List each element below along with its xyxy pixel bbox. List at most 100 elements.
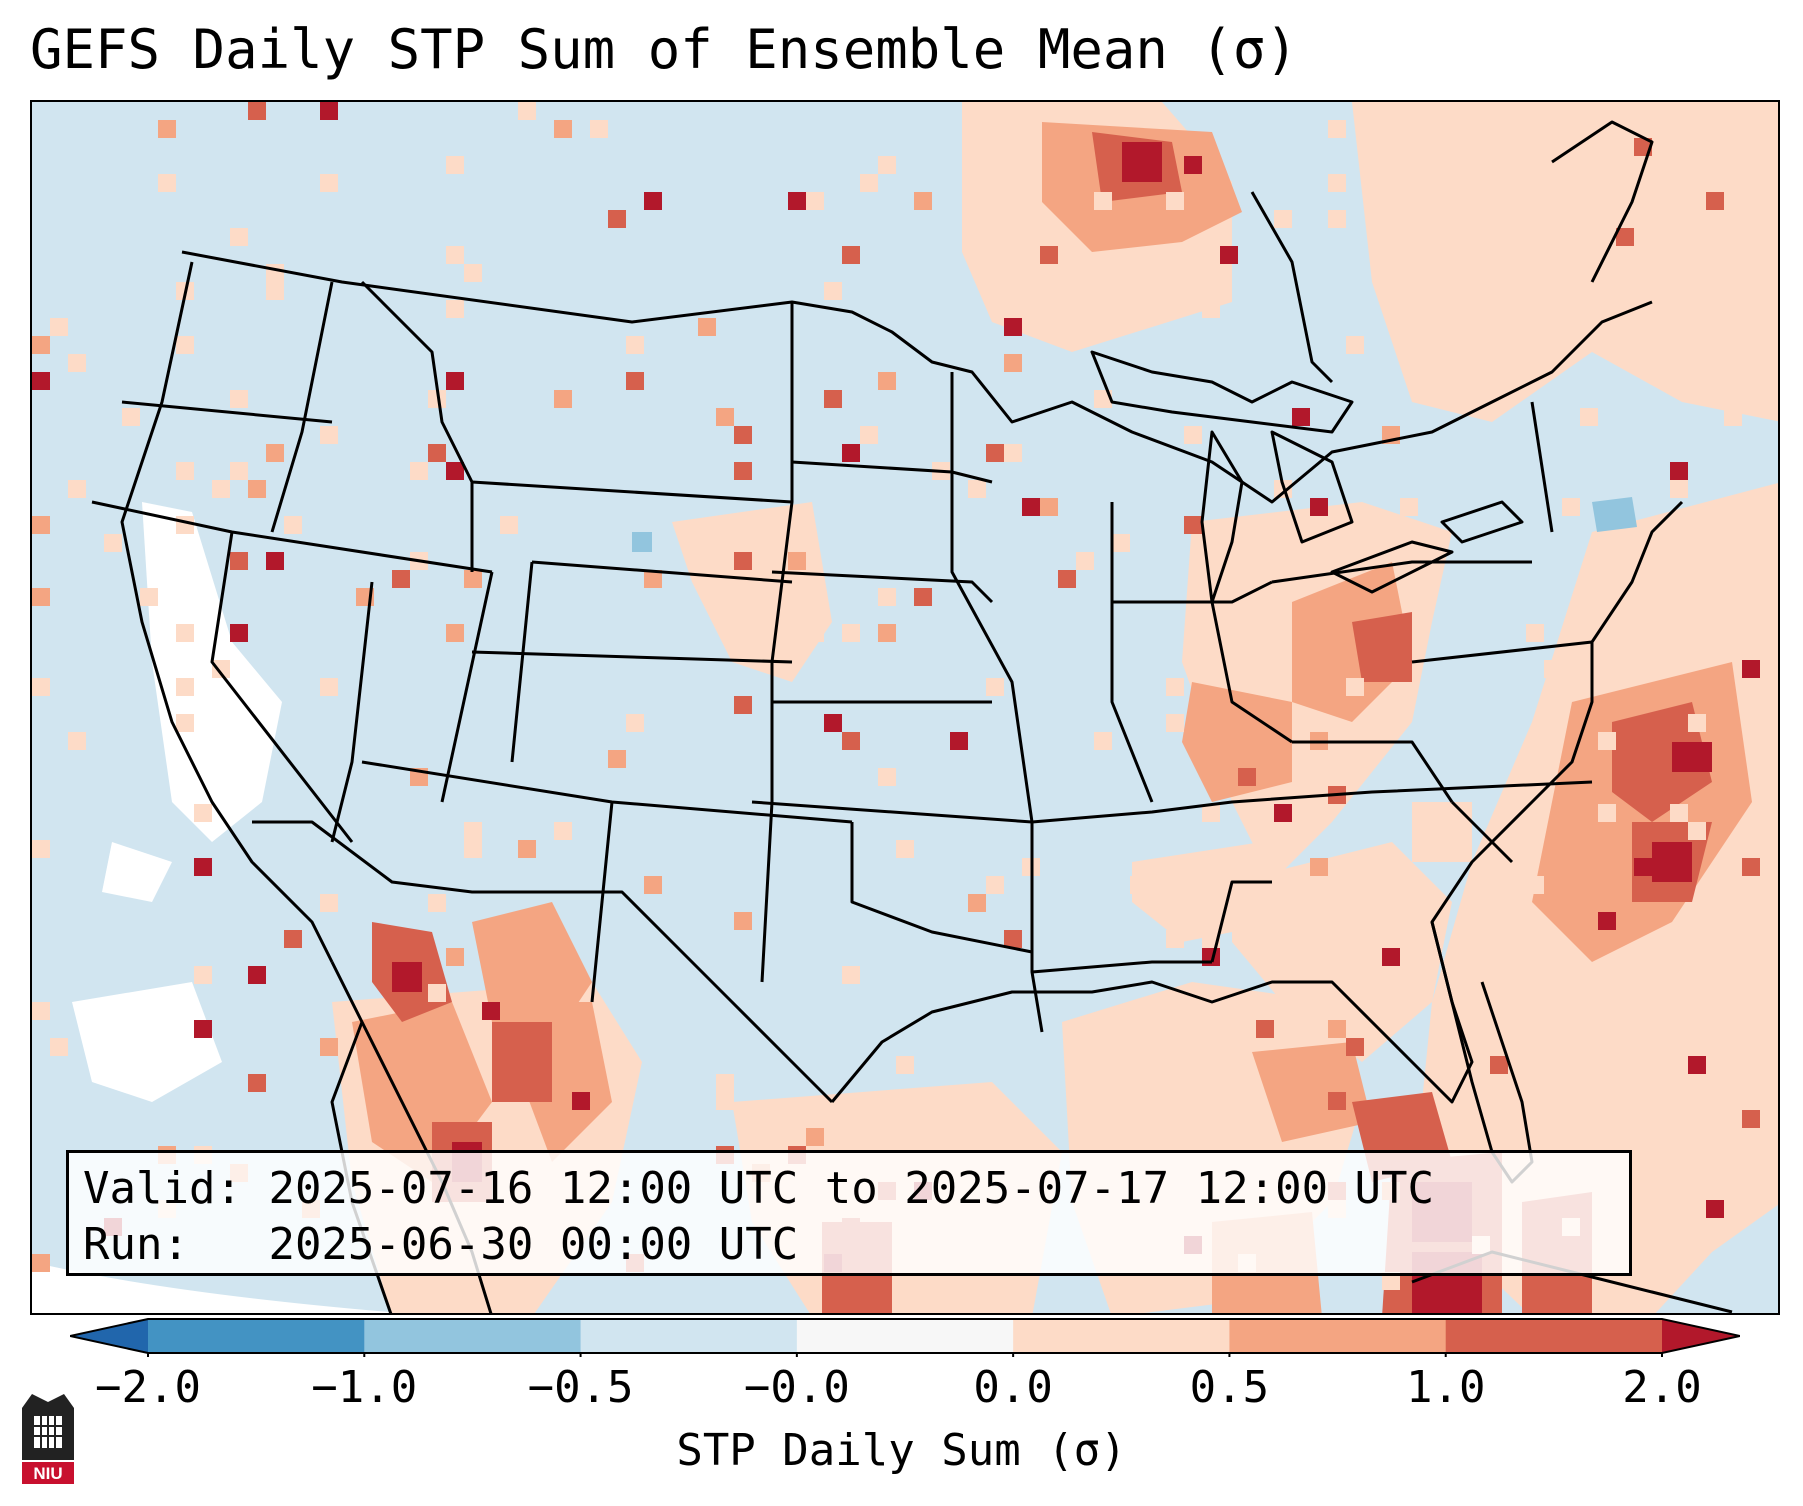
stp-cell — [1166, 678, 1184, 696]
stp-cell — [698, 318, 716, 336]
wa-or-border — [121, 400, 333, 424]
logo-text: NIU — [33, 1464, 62, 1483]
stp-cell — [194, 1020, 212, 1038]
stp-cell — [1202, 804, 1220, 822]
lake-huron — [1270, 430, 1354, 544]
stp-cell — [734, 552, 752, 570]
stp-cell — [644, 876, 662, 894]
stp-cell — [266, 264, 284, 282]
stp-cell — [68, 354, 86, 372]
stp-cell — [176, 624, 194, 642]
stp-cell — [1238, 1002, 1256, 1020]
stp-cell — [842, 732, 860, 750]
stp-cell — [1706, 1164, 1724, 1182]
wi-il-border — [1110, 502, 1154, 803]
stp-cell — [284, 516, 302, 534]
stp-cell — [1076, 552, 1094, 570]
stp-cell — [806, 624, 824, 642]
stp-cell — [1706, 1200, 1724, 1218]
stp-cell — [32, 516, 50, 534]
stp-cell — [230, 228, 248, 246]
stp-cell — [194, 804, 212, 822]
stp-cell — [1220, 246, 1238, 264]
stp-cell — [842, 966, 860, 984]
stp-cell — [158, 120, 176, 138]
colorbar-tick-label: −0.5 — [527, 1362, 634, 1413]
stp-cell — [1184, 156, 1202, 174]
stp-cell — [1670, 480, 1688, 498]
lake-superior — [1090, 350, 1354, 434]
ca-nv-border — [210, 531, 354, 843]
stp-cell — [1400, 246, 1418, 264]
stp-cell — [536, 930, 554, 948]
stp-cell — [446, 462, 464, 480]
stp-cell — [554, 390, 572, 408]
lake-erie — [1330, 540, 1454, 594]
stp-cell — [860, 174, 878, 192]
stp-cell — [1148, 264, 1166, 282]
colorbar-tick-label: 1.0 — [1405, 1362, 1486, 1413]
stp-cell — [320, 174, 338, 192]
colorbar-segment — [1445, 1319, 1663, 1353]
stp-cell — [122, 408, 140, 426]
stp-cell — [32, 1254, 50, 1272]
id-wy-border — [531, 560, 793, 584]
stp-cell — [518, 102, 536, 120]
colorbar-segment — [796, 1319, 1014, 1353]
stp-cell — [1346, 336, 1364, 354]
stp-cell — [1742, 1110, 1760, 1128]
stp-cell — [608, 750, 626, 768]
stp-cell — [1310, 642, 1328, 660]
mn-ia-mo-ar-la-border — [950, 372, 1044, 1033]
nd-sd-border — [791, 460, 993, 484]
stp-cell — [1166, 714, 1184, 732]
stp-cell — [1094, 192, 1112, 210]
projection-edge — [32, 1262, 402, 1313]
stp-cell — [176, 678, 194, 696]
map-title: GEFS Daily STP Sum of Ensemble Mean (σ) — [30, 18, 1298, 81]
stp-cell — [734, 462, 752, 480]
run-label: Run: — [83, 1219, 189, 1270]
colorbar-label: STP Daily Sum (σ) — [676, 1425, 1127, 1476]
us-mexico-border — [252, 820, 834, 1104]
lake-michigan — [1200, 430, 1244, 604]
gulf-atlantic-coastline — [830, 500, 1684, 1104]
stp-cell — [1598, 912, 1616, 930]
stp-cell — [32, 840, 50, 858]
stp-cell — [1670, 804, 1688, 822]
stp-cell — [878, 768, 896, 786]
stp-cell — [806, 1128, 824, 1146]
stp-cell — [1580, 750, 1598, 768]
stp-cell — [860, 426, 878, 444]
stp-cell — [1346, 678, 1364, 696]
stp-cell — [428, 984, 446, 1002]
stp-cell — [464, 822, 482, 840]
stp-cell — [1688, 1056, 1706, 1074]
stp-cell — [1166, 930, 1184, 948]
colorbar-tick-label: 0.5 — [1189, 1362, 1270, 1413]
stp-cell — [1688, 714, 1706, 732]
stp-cell — [842, 246, 860, 264]
valid-label: Valid: — [83, 1163, 242, 1214]
stp-cell — [1382, 930, 1400, 948]
stp-cell — [1238, 768, 1256, 786]
stp-cell — [644, 570, 662, 588]
stp-cell — [734, 912, 752, 930]
nv-az-border — [330, 581, 374, 843]
colorbar-extend-low — [70, 1319, 148, 1353]
stp-cell — [1688, 624, 1706, 642]
stp-cell — [464, 840, 482, 858]
stp-cell — [716, 408, 734, 426]
lake-ontario — [1440, 500, 1524, 544]
stp-cell — [446, 948, 464, 966]
ms-al-border — [1031, 960, 1212, 974]
colorbar-tick-label: −1.0 — [311, 1362, 418, 1413]
stp-cell — [266, 282, 284, 300]
stp-cell — [1724, 624, 1742, 642]
stp-cell — [248, 480, 266, 498]
stp-cell — [1742, 102, 1760, 120]
colorbar-tick-label: 0.0 — [973, 1362, 1053, 1413]
pacific-coastline — [120, 261, 334, 963]
stp-cell — [1742, 660, 1760, 678]
stp-cell — [824, 714, 842, 732]
